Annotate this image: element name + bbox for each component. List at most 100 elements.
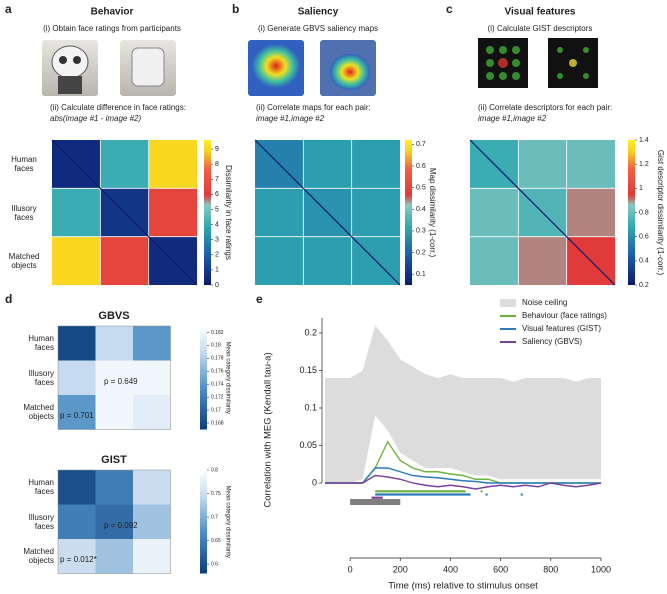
y-tick-label: 0.15 [299,365,317,375]
colorbar-tick-label: 2 [215,252,219,259]
matrix-cell [52,188,101,237]
colorbar [405,140,412,285]
y-axis-label: Correlation with MEG (Kendall tau-a) [263,352,274,507]
panel-letter: b [232,2,239,16]
matrix-cell [133,360,171,395]
matrix-cell [52,236,101,285]
matrix-cell [255,236,304,285]
p-value: p = 0.012* [60,555,97,564]
panel-title: Saliency [298,7,339,18]
significance-bar [375,493,471,496]
matrix-cell [95,395,133,430]
matrix-cell [566,140,615,189]
matrix-frame [57,469,171,574]
p-value: p = 0.649 [104,377,138,386]
p-value: p = 0.092 [104,521,138,530]
colorbar-tick-label: 8 [215,161,219,168]
matrix-cell [95,504,133,539]
y-tick-label: 0 [312,477,317,487]
colorbar-tick-label: 3 [215,237,219,244]
matrix-frame [57,325,171,430]
legend-label: Behaviour (face ratings) [522,311,607,320]
colorbar-label: Dissimilarity in face ratings [224,165,233,260]
colorbar-tick-label: 4 [215,221,219,228]
colorbar-tick-label: 0.182 [211,330,224,336]
row-label: Illusory faces [11,203,37,222]
step-text: (i) Calculate GIST descriptors [488,24,593,33]
significance-bar [520,493,523,496]
matrix-cell [133,395,171,430]
matrix-cell [58,360,96,395]
matrix-title: GBVS [98,310,129,322]
colorbar [628,140,635,285]
colorbar-tick-label: 0.174 [211,382,224,388]
matrix-cell [351,140,400,189]
row-label: Matched objects [23,547,54,566]
stimulus-bar [350,499,401,505]
y-tick-label: 0.2 [304,327,317,337]
colorbar-tick-label: 0.178 [211,356,224,362]
noise-ceiling [325,325,601,483]
step-formula: abs(image #1 - image #2) [50,114,141,123]
panel-letter: a [5,2,12,16]
colorbar [204,140,211,285]
row-label: Illusory faces [28,512,54,531]
step-text: (ii) Calculate difference in face rating… [50,103,186,112]
significance-bar [485,493,488,496]
matrix-cell [303,140,352,189]
colorbar-label: Mean category dissimilarity [224,342,230,414]
colorbar-tick-label: 1 [215,267,219,274]
colorbar-tick-label: 0.2 [639,282,649,289]
matrix-cell [133,504,171,539]
row-label: Human faces [28,334,54,353]
matrix-cell [518,140,567,189]
x-axis-label: Time (ms) relative to stimulus onset [388,581,538,592]
colorbar [200,470,207,574]
matrix-cell [100,140,149,189]
row-label: Human faces [11,155,37,174]
panel-letter: e [256,292,263,306]
matrix-cell [133,470,171,505]
colorbar [200,326,207,430]
step-text: (ii) Correlate maps for each pair: [256,103,371,112]
colorbar-tick-label: 6 [215,191,219,198]
colorbar-tick-label: 0.176 [211,369,224,375]
y-tick-label: 0.05 [299,440,317,450]
matrix-cell [95,470,133,505]
colorbar-tick-label: 0.172 [211,394,224,400]
x-tick-label: 1000 [591,564,611,574]
x-tick-label: 600 [493,564,508,574]
matrix-cell [58,504,96,539]
diagonal [254,139,401,286]
significance-bar [371,496,383,499]
colorbar-tick-label: 0.6 [211,561,218,567]
colorbar-tick-label: 0.4 [416,206,426,213]
matrix-cell [470,188,519,237]
step-text: (i) Generate GBVS saliency maps [258,24,378,33]
colorbar-tick-label: 1.2 [639,161,649,168]
colorbar-tick-label: 0.4 [639,258,649,265]
colorbar-label: Mean category dissimilarity [224,486,230,558]
colorbar-tick-label: 7 [215,176,219,183]
panel-title: Visual features [505,7,576,18]
row-label: Matched objects [8,251,40,270]
panel-letter: c [446,2,453,16]
x-tick-label: 400 [443,564,458,574]
matrix-cell [351,188,400,237]
colorbar-tick-label: 0.75 [211,491,221,497]
matrix-cell [518,236,567,285]
series-line [325,467,601,484]
matrix-cell [58,470,96,505]
colorbar-tick-label: 1.4 [639,137,649,144]
colorbar-tick-label: 0.168 [211,420,224,426]
significance-bar [375,490,466,493]
colorbar-tick-label: 0.6 [416,163,426,170]
y-tick-label: 0.1 [304,402,317,412]
legend-swatch [500,299,516,307]
row-label: Human faces [28,478,54,497]
colorbar-tick-label: 0.17 [211,407,221,413]
legend-label: Visual features (GIST) [522,324,601,333]
matrix-cell [148,188,197,237]
